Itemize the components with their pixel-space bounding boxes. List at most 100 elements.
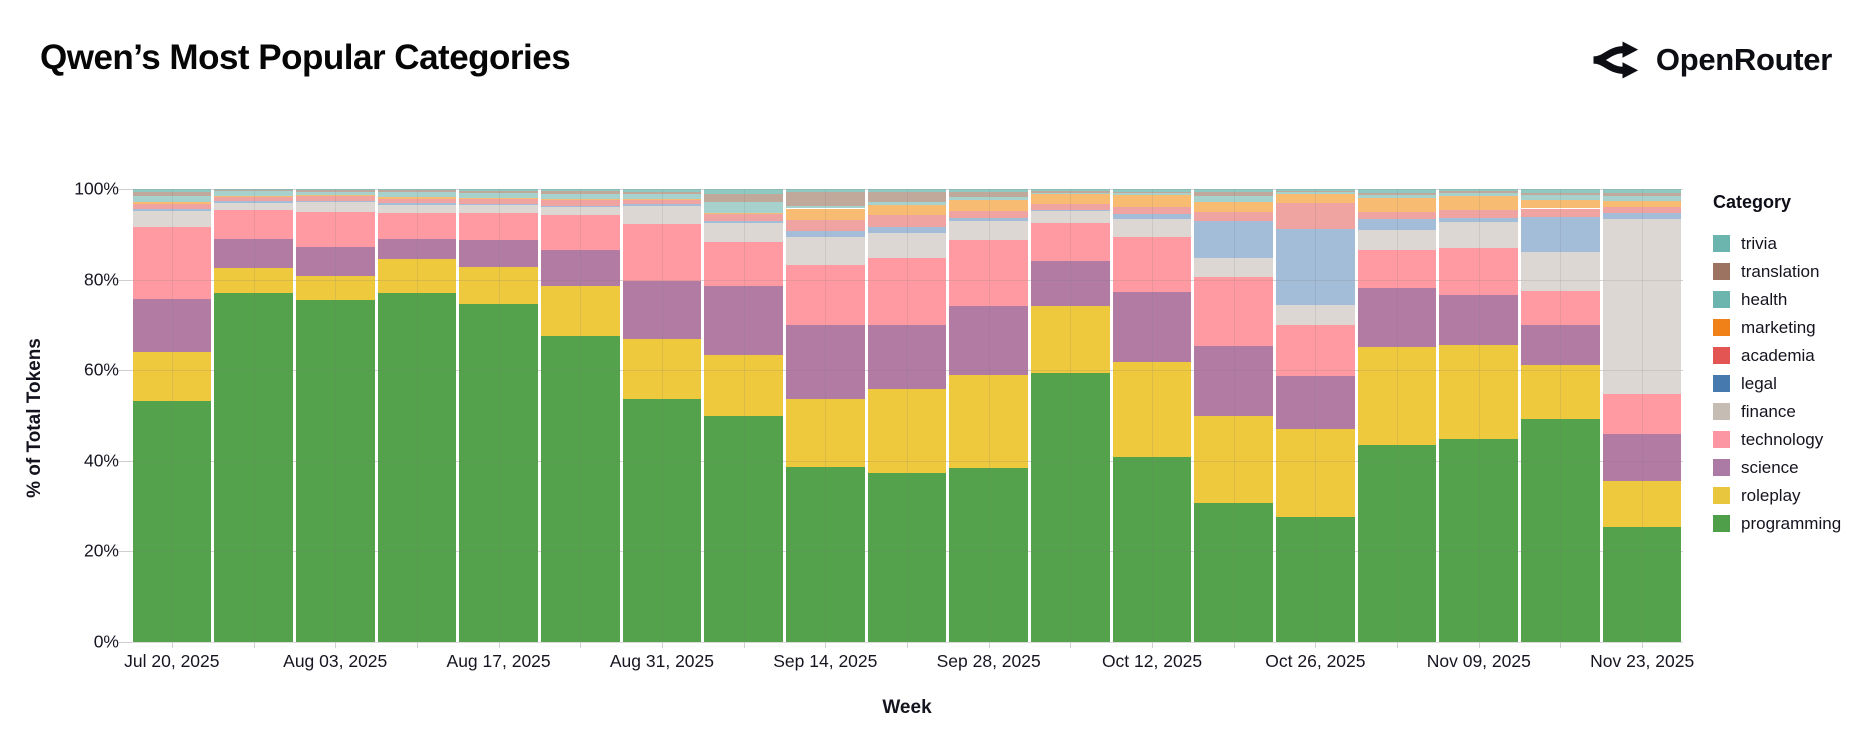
bar-segment-programming[interactable] — [1357, 445, 1437, 642]
bar-segment-translation[interactable] — [1521, 192, 1600, 196]
bar-segment-legal[interactable] — [459, 203, 538, 206]
bar-segment-health[interactable] — [377, 192, 457, 197]
bar-segment-technology[interactable] — [132, 227, 212, 299]
bar-segment-trivia[interactable] — [1194, 189, 1274, 193]
bar-segment-marketing[interactable] — [949, 200, 1028, 212]
bar-segment-technology[interactable] — [214, 209, 293, 240]
bar-segment-legal[interactable] — [1112, 213, 1192, 220]
bar-segment-translation[interactable] — [132, 192, 212, 196]
bar-segment-programming[interactable] — [1031, 372, 1110, 642]
bar-segment-science[interactable] — [1112, 291, 1192, 363]
bar-segment-academia[interactable] — [785, 220, 865, 232]
bar-segment-roleplay[interactable] — [704, 355, 783, 416]
bar-segment-finance[interactable] — [785, 237, 865, 266]
bar-segment-marketing[interactable] — [1276, 193, 1355, 203]
bar-segment-marketing[interactable] — [1602, 200, 1682, 208]
legend-item-legal[interactable]: legal — [1713, 369, 1873, 397]
bar-segment-marketing[interactable] — [1521, 200, 1600, 209]
bar-segment-translation[interactable] — [459, 190, 538, 193]
bar-segment-finance[interactable] — [459, 205, 538, 214]
legend-item-roleplay[interactable]: roleplay — [1713, 481, 1873, 509]
bar-segment-roleplay[interactable] — [377, 259, 457, 293]
bar-segment-translation[interactable] — [540, 191, 620, 194]
bar-segment-legal[interactable] — [949, 218, 1028, 222]
bar-segment-roleplay[interactable] — [214, 268, 293, 294]
bar-segment-health[interactable] — [949, 197, 1028, 201]
bar-segment-marketing[interactable] — [1357, 198, 1437, 212]
bar-segment-technology[interactable] — [1194, 276, 1274, 347]
bar-segment-finance[interactable] — [295, 202, 375, 212]
bar-segment-health[interactable] — [540, 193, 620, 199]
bar-segment-technology[interactable] — [540, 215, 620, 251]
bar-segment-science[interactable] — [1031, 261, 1110, 306]
bar-segment-translation[interactable] — [622, 191, 702, 194]
bar-segment-academia[interactable] — [459, 198, 538, 204]
bar-segment-translation[interactable] — [1357, 192, 1437, 195]
bar-segment-finance[interactable] — [1439, 222, 1519, 248]
bar-segment-technology[interactable] — [867, 257, 947, 325]
bar-segment-academia[interactable] — [1357, 211, 1437, 219]
bar-segment-science[interactable] — [1439, 294, 1519, 346]
legend-item-technology[interactable]: technology — [1713, 425, 1873, 453]
bar-segment-health[interactable] — [1521, 195, 1600, 201]
bar-segment-translation[interactable] — [949, 191, 1028, 198]
bar-segment-marketing[interactable] — [132, 201, 212, 204]
bar-segment-roleplay[interactable] — [867, 388, 947, 473]
bar-segment-health[interactable] — [1357, 194, 1437, 199]
bar-segment-science[interactable] — [295, 247, 375, 276]
bar-segment-academia[interactable] — [377, 198, 457, 204]
bar-segment-marketing[interactable] — [1112, 195, 1192, 208]
bar-segment-science[interactable] — [704, 285, 783, 356]
bar-segment-legal[interactable] — [295, 200, 375, 203]
bar-segment-science[interactable] — [1276, 376, 1355, 429]
bar-segment-science[interactable] — [377, 238, 457, 260]
bar-segment-programming[interactable] — [949, 468, 1028, 642]
bar-segment-trivia[interactable] — [1439, 189, 1519, 191]
legend-item-programming[interactable]: programming — [1713, 509, 1873, 537]
bar-segment-programming[interactable] — [1194, 502, 1274, 642]
legend-item-health[interactable]: health — [1713, 285, 1873, 313]
bar-segment-trivia[interactable] — [132, 189, 212, 193]
bar-segment-finance[interactable] — [540, 207, 620, 216]
bar-segment-programming[interactable] — [1439, 438, 1519, 642]
bar-segment-legal[interactable] — [377, 203, 457, 205]
bar-segment-science[interactable] — [214, 239, 293, 269]
bar-segment-legal[interactable] — [1031, 209, 1110, 212]
bar-segment-science[interactable] — [1521, 324, 1600, 366]
bar-segment-roleplay[interactable] — [1194, 415, 1274, 503]
bar-segment-technology[interactable] — [1521, 291, 1600, 325]
bar-segment-finance[interactable] — [1112, 219, 1192, 238]
bar-segment-marketing[interactable] — [1194, 201, 1274, 212]
bar-segment-finance[interactable] — [377, 204, 457, 214]
bar-segment-roleplay[interactable] — [1439, 345, 1519, 439]
bar-segment-health[interactable] — [1194, 195, 1274, 202]
bar-segment-health[interactable] — [622, 194, 702, 200]
bar-segment-trivia[interactable] — [1357, 189, 1437, 193]
bar-segment-legal[interactable] — [214, 200, 293, 203]
bar-segment-programming[interactable] — [214, 293, 293, 642]
bar-segment-academia[interactable] — [1521, 208, 1600, 218]
bar-segment-health[interactable] — [1031, 192, 1110, 195]
bar-segment-finance[interactable] — [214, 202, 293, 210]
bar-segment-finance[interactable] — [1357, 230, 1437, 251]
bar-segment-finance[interactable] — [704, 222, 783, 243]
bar-segment-translation[interactable] — [1031, 191, 1110, 193]
bar-segment-translation[interactable] — [1112, 191, 1192, 194]
bar-segment-legal[interactable] — [540, 205, 620, 208]
bar-segment-marketing[interactable] — [867, 205, 947, 216]
bar-segment-science[interactable] — [459, 240, 538, 267]
bar-segment-translation[interactable] — [704, 194, 783, 202]
bar-segment-trivia[interactable] — [704, 189, 783, 195]
bar-segment-legal[interactable] — [132, 209, 212, 212]
bar-segment-health[interactable] — [132, 195, 212, 202]
bar-segment-technology[interactable] — [1276, 324, 1355, 377]
bar-segment-science[interactable] — [622, 280, 702, 340]
bar-segment-translation[interactable] — [295, 190, 375, 192]
bar-segment-science[interactable] — [1194, 346, 1274, 416]
bar-segment-technology[interactable] — [1357, 250, 1437, 289]
bar-segment-marketing[interactable] — [459, 198, 538, 199]
bar-segment-roleplay[interactable] — [949, 374, 1028, 469]
bar-segment-roleplay[interactable] — [1357, 347, 1437, 446]
bar-segment-technology[interactable] — [459, 213, 538, 241]
bar-segment-programming[interactable] — [867, 472, 947, 642]
